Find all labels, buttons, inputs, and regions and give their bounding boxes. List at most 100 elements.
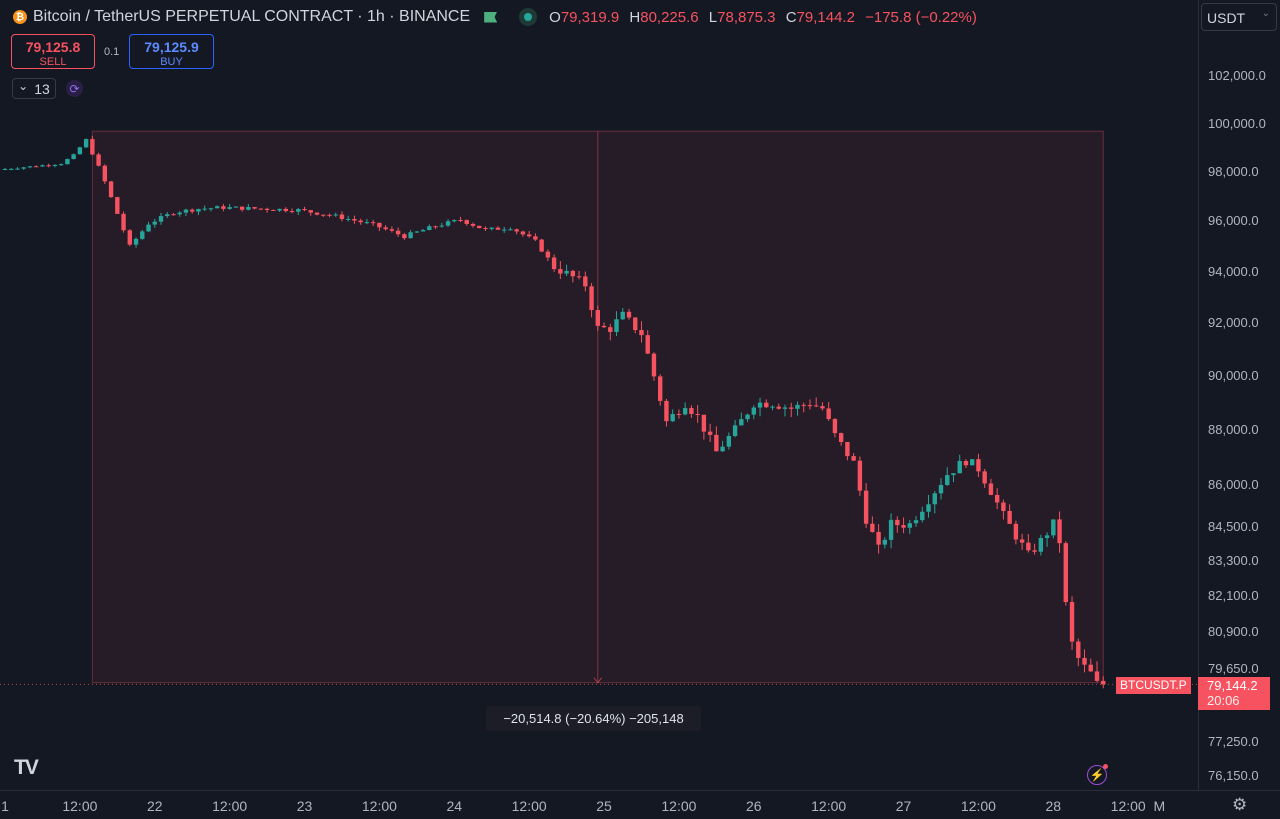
candle-body (1001, 502, 1006, 512)
candle-body (870, 523, 875, 532)
candle-body (1076, 641, 1081, 658)
sell-price: 79,125.8 (25, 39, 81, 55)
candle-body (477, 225, 482, 229)
indicators-toggle-button[interactable]: ⌄ 13 (12, 78, 56, 99)
time-axis-label: 12:00 (511, 798, 547, 814)
candle-body (801, 404, 806, 406)
candle-body (876, 531, 881, 545)
candle-body (327, 214, 332, 216)
price-axis[interactable]: 102,000.0 100,000.0 98,000.0 96,000.0 94,000… (1198, 0, 1280, 790)
price-axis-label: 80,900.0 (1208, 624, 1259, 639)
candle-body (264, 208, 270, 211)
candle-body (551, 257, 557, 270)
price-axis-label: 96,000.0 (1208, 213, 1259, 228)
chart-plot[interactable] (0, 0, 1198, 790)
sync-icon[interactable]: ⟳ (66, 80, 83, 97)
candle-body (395, 230, 401, 235)
candle-body (1026, 542, 1031, 551)
candle-body (558, 269, 563, 274)
tradingview-logo[interactable]: TV (14, 756, 39, 779)
gear-icon[interactable]: ⚙ (1232, 795, 1248, 814)
candle-body (820, 406, 825, 409)
candle-body (289, 211, 295, 213)
candle-body (745, 414, 750, 420)
candle-body (764, 402, 769, 408)
candle-body (239, 206, 245, 210)
candle-body (352, 218, 357, 221)
candle-body (670, 413, 675, 422)
price-axis-label: 98,000.0 (1208, 164, 1259, 179)
flag-icon[interactable] (484, 11, 498, 23)
lightning-icon[interactable]: ⚡ (1087, 764, 1108, 785)
candle-body (851, 456, 856, 461)
candle-body (115, 197, 120, 214)
candle-body (726, 435, 732, 447)
candle-body (102, 165, 108, 182)
time-axis[interactable]: ⚙ 1 12:00 22 12:00 23 12:00 24 12:00 25 12:00 26 12… (0, 790, 1280, 819)
candle-body (976, 459, 981, 472)
candle-body (427, 226, 432, 231)
candle-body (626, 311, 632, 318)
candle-body (40, 165, 45, 167)
candle-body (576, 276, 582, 278)
time-axis-label: 24 (446, 798, 463, 814)
time-axis-label: 28 (1045, 798, 1062, 814)
buy-label: BUY (160, 56, 183, 68)
candle-body (895, 519, 900, 526)
candle-body (464, 220, 469, 224)
bar-countdown: 20:06 (1207, 693, 1240, 708)
candle-body (682, 408, 688, 415)
sell-button[interactable]: 79,125.8 SELL (11, 34, 95, 69)
candle-body (314, 212, 320, 215)
candle-body (520, 231, 526, 235)
candle-body (539, 239, 544, 252)
candle-body (77, 147, 83, 155)
candle-body (951, 473, 956, 476)
price-axis-label: 88,000.0 (1208, 422, 1259, 437)
candle-body (321, 214, 326, 216)
candle-body (982, 471, 987, 484)
candle-body (1094, 671, 1100, 681)
chart-area[interactable] (0, 0, 1198, 790)
candle-body (832, 419, 838, 434)
open-value: 79,319.9 (560, 8, 620, 26)
measure-label: −20,514.8 (−20.64%) −205,148 (486, 706, 701, 731)
candle-body (439, 225, 444, 227)
sell-label: SELL (39, 56, 67, 68)
last-price: 79,144.2 (1207, 678, 1258, 693)
candle-body (389, 229, 395, 231)
candle-body (757, 402, 763, 408)
candle-body (83, 139, 89, 148)
currency-select[interactable]: USDT ⌄ (1201, 3, 1277, 31)
price-axis-label: 102,000.0 (1208, 68, 1266, 83)
market-status-icon[interactable] (519, 8, 538, 26)
candle-body (1013, 523, 1019, 540)
buy-button[interactable]: 79,125.9 BUY (129, 34, 214, 69)
time-axis-label: M (1153, 798, 1166, 814)
candle-body (483, 228, 488, 230)
candle-body (158, 216, 164, 222)
candle-body (445, 221, 451, 226)
candle-body (1019, 539, 1025, 543)
candle-body (882, 539, 888, 545)
candle-body (676, 413, 682, 415)
candle-body (901, 525, 906, 528)
time-axis-label: 12:00 (212, 798, 248, 814)
candle-body (1007, 511, 1012, 524)
bitcoin-icon: ₿ (13, 10, 27, 24)
last-price-tag: 79,144.2 20:06 (1198, 677, 1270, 710)
candle-body (838, 433, 844, 442)
candle-body (614, 319, 619, 332)
candle-body (608, 327, 613, 332)
candle-body (1063, 543, 1068, 603)
candle-body (177, 212, 182, 215)
candle-body (252, 207, 257, 209)
candle-body (651, 353, 657, 377)
symbol-title[interactable]: Bitcoin / TetherUS PERPETUAL CONTRACT · … (33, 8, 471, 25)
candle-body (227, 207, 232, 209)
candle-body (1069, 602, 1075, 642)
price-axis-label: 92,000.0 (1208, 315, 1259, 330)
time-axis-label: 12:00 (960, 798, 996, 814)
chart-header: ₿ Bitcoin / TetherUS PERPETUAL CONTRACT … (0, 0, 983, 34)
candle-body (695, 413, 700, 415)
